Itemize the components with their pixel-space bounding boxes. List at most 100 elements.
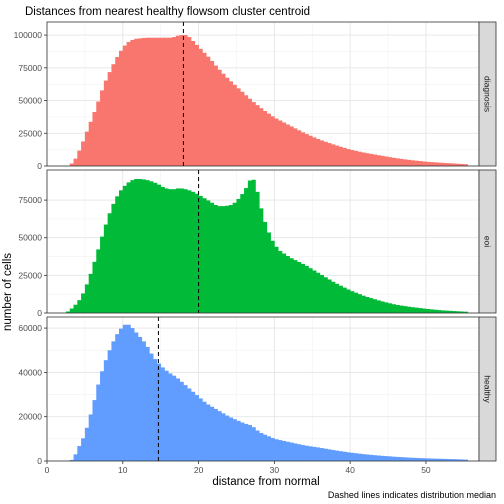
- histogram-bar: [437, 310, 442, 313]
- histogram-bar: [141, 341, 146, 461]
- histogram-bar: [122, 324, 127, 461]
- histogram-bar: [350, 452, 355, 461]
- histogram-bar: [145, 180, 150, 313]
- y-tick-label: 60000: [18, 323, 42, 333]
- histogram-bar: [323, 141, 328, 166]
- histogram-bar: [187, 190, 192, 313]
- histogram-bar: [312, 137, 317, 166]
- histogram-bar: [137, 336, 143, 461]
- histogram-bar: [456, 311, 461, 313]
- histogram-bar: [274, 246, 279, 313]
- histogram-bar: [141, 37, 146, 166]
- histogram-bar: [179, 35, 184, 166]
- histogram-bar: [270, 116, 275, 166]
- facet-panel-healthy: 0 20000 40000 60000 healthy: [18, 316, 497, 466]
- histogram-bar: [115, 57, 120, 166]
- histogram-bar: [164, 188, 169, 313]
- histogram-bar: [331, 281, 336, 313]
- histogram-bar: [88, 121, 93, 166]
- histogram-bar: [388, 303, 393, 313]
- histogram-bar: [460, 163, 465, 166]
- histogram-bar: [263, 221, 268, 313]
- histogram-bar: [425, 161, 431, 166]
- histogram-bar: [84, 284, 90, 313]
- histogram-bar: [251, 427, 256, 461]
- x-axis-label: distance from normal: [212, 476, 319, 488]
- facet-strip: [478, 21, 497, 167]
- histogram-bar: [293, 128, 298, 166]
- histogram-bar: [103, 80, 108, 166]
- histogram-bar: [103, 224, 108, 313]
- histogram-bar: [369, 153, 374, 166]
- histogram-bar: [448, 459, 453, 461]
- histogram-bar: [335, 283, 340, 313]
- histogram-bar: [300, 263, 306, 313]
- histogram-bar: [130, 180, 135, 313]
- histogram-bar: [331, 450, 336, 461]
- histogram-bar: [407, 159, 412, 166]
- y-tick-label: 25000: [18, 270, 42, 280]
- histogram-bar: [274, 439, 279, 461]
- x-axis: 0 10 20 30 40 50: [45, 461, 431, 475]
- histogram-bar: [217, 206, 222, 313]
- facet-panel-diagnosis: 0 25000 50000 75000 100000 diagnosis: [14, 21, 497, 171]
- histogram-bar: [316, 272, 321, 313]
- histogram-bar: [312, 270, 317, 313]
- histogram-bar: [134, 179, 139, 313]
- histogram-bar: [88, 273, 93, 313]
- histogram-bar: [111, 341, 116, 461]
- histogram-bar: [353, 453, 359, 461]
- histogram-bar: [308, 446, 313, 461]
- histogram-bar: [319, 274, 324, 313]
- histogram-bar: [319, 140, 324, 166]
- histogram-bar: [92, 261, 97, 313]
- histogram-bar: [255, 191, 260, 313]
- histogram-bar: [304, 265, 309, 313]
- histogram-bar: [194, 44, 199, 167]
- histogram-bars: [69, 35, 468, 167]
- histogram-bar: [191, 40, 196, 166]
- histogram-bar: [365, 454, 370, 461]
- histogram-bar: [391, 157, 396, 166]
- histogram-bar: [342, 147, 347, 166]
- y-tick-label: 50000: [18, 96, 42, 106]
- histogram-bar: [327, 449, 332, 461]
- histogram-bar: [300, 132, 306, 166]
- histogram-bar: [357, 151, 362, 166]
- histogram-bar: [463, 164, 468, 166]
- facet-panels: 0 25000 50000 75000 100000 diagnosis 0 25000 500…: [14, 21, 497, 466]
- histogram-bar: [96, 101, 101, 166]
- histogram-bar: [437, 458, 442, 461]
- histogram-bar: [346, 289, 351, 313]
- histogram-bar: [198, 195, 203, 313]
- histogram-bar: [217, 411, 222, 461]
- facet-strip-label: eoi: [483, 236, 493, 247]
- histogram-bar: [130, 328, 135, 461]
- histogram-bar: [115, 196, 120, 313]
- histogram-bar: [172, 37, 177, 166]
- histogram-bar: [206, 404, 211, 461]
- histogram-bar: [198, 398, 203, 461]
- histogram-bar: [335, 450, 340, 461]
- histogram-bar: [160, 186, 165, 313]
- histogram-bar: [410, 160, 415, 166]
- histogram-bar: [376, 155, 381, 166]
- histogram-bar: [198, 48, 203, 166]
- histogram-bar: [372, 299, 378, 313]
- x-tick-label: 0: [45, 465, 50, 475]
- histogram-bar: [266, 436, 271, 461]
- histogram-bar: [119, 190, 124, 313]
- histogram-bar: [141, 179, 146, 313]
- histogram-bar: [391, 456, 396, 461]
- histogram-bar: [228, 204, 234, 313]
- histogram-bar: [316, 139, 321, 166]
- x-tick-label: 40: [345, 465, 355, 475]
- histogram-bar: [209, 202, 215, 313]
- histogram-bar: [297, 130, 302, 166]
- histogram-bar: [164, 370, 169, 461]
- histogram-bar: [441, 310, 446, 313]
- y-tick-label: 20000: [18, 412, 42, 422]
- histogram-bar: [168, 373, 173, 461]
- histogram-bar: [92, 112, 97, 166]
- x-tick-label: 20: [194, 465, 204, 475]
